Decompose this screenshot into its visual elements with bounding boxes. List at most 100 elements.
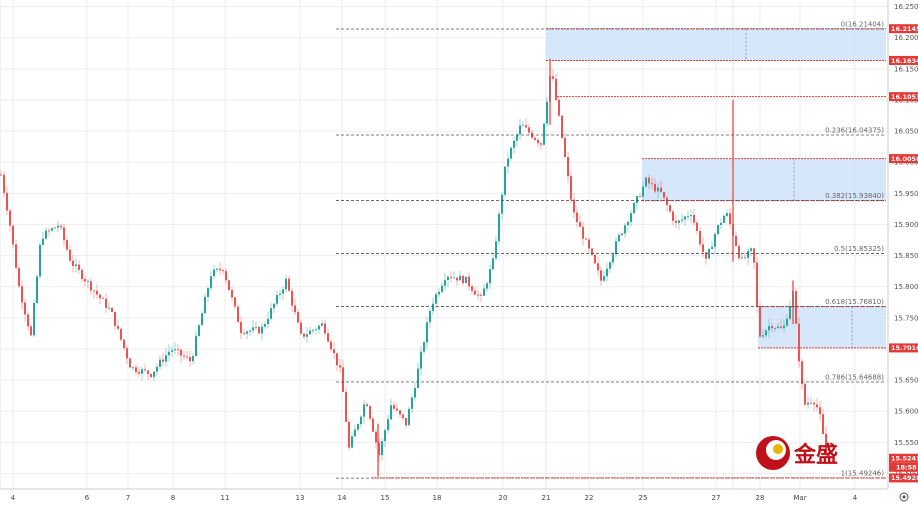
candle-body xyxy=(114,311,116,326)
price-tag-bg xyxy=(889,55,918,65)
candle-body xyxy=(3,174,5,193)
candle-body xyxy=(675,220,677,223)
fib-level-label: 1(15.49246) xyxy=(841,470,885,478)
candle-body xyxy=(750,248,752,251)
candle-body xyxy=(162,359,164,362)
candle-body xyxy=(291,290,293,306)
candle-body xyxy=(330,341,332,350)
price-tag-bg xyxy=(889,154,918,164)
candle-body xyxy=(516,134,518,141)
candle-body xyxy=(12,225,14,245)
candle-body xyxy=(258,326,260,334)
candle-body xyxy=(483,288,485,296)
candle-body xyxy=(411,397,413,409)
candle-body xyxy=(348,421,350,448)
candle-body xyxy=(450,276,452,278)
y-tick-label: 15.95000 xyxy=(894,190,918,198)
candle-body xyxy=(234,297,236,307)
candle-body xyxy=(204,296,206,314)
x-tick-label: 11 xyxy=(221,494,230,502)
candle-body xyxy=(795,291,797,324)
x-tick-label: 27 xyxy=(712,494,721,502)
candle-body xyxy=(78,264,80,270)
candle-body xyxy=(465,276,467,284)
x-tick-label: 4 xyxy=(853,494,858,502)
candle-body xyxy=(327,333,329,342)
candle-body xyxy=(537,139,539,144)
candle-body xyxy=(492,258,494,270)
y-tick-label: 15.65000 xyxy=(894,377,918,385)
candle-body xyxy=(93,290,95,292)
candle-body xyxy=(213,269,215,277)
candle-body xyxy=(801,361,803,384)
candle-body xyxy=(168,351,170,356)
supply-demand-zone xyxy=(546,28,886,61)
candle-body xyxy=(648,177,650,184)
candle-body xyxy=(615,241,617,255)
candle-body xyxy=(534,137,536,140)
candle-body xyxy=(408,408,410,426)
candle-body xyxy=(15,244,17,269)
candle-body xyxy=(507,158,509,167)
settings-gear-icon[interactable] xyxy=(899,492,909,502)
candle-body xyxy=(117,325,119,329)
candle-body xyxy=(36,276,38,303)
candle-body xyxy=(444,280,446,286)
candle-body xyxy=(192,356,194,362)
candle-body xyxy=(96,290,98,295)
candle-body xyxy=(462,275,464,284)
candle-body xyxy=(762,335,764,337)
candle-body xyxy=(135,367,137,373)
candle-body xyxy=(69,249,71,261)
y-tick-label: 15.55000 xyxy=(894,439,918,447)
candle-body xyxy=(294,305,296,313)
candle-body xyxy=(315,329,317,331)
candle-body xyxy=(231,290,233,298)
candle-body xyxy=(123,339,125,349)
candle-body xyxy=(693,215,695,223)
candle-body xyxy=(273,303,275,309)
candle-body xyxy=(528,127,530,133)
candle-body xyxy=(207,288,209,297)
candle-body xyxy=(828,454,830,460)
candle-body xyxy=(567,157,569,177)
candle-body xyxy=(201,313,203,326)
candle-body xyxy=(384,430,386,442)
candle-body xyxy=(300,322,302,334)
candle-body xyxy=(759,306,761,337)
candle-body xyxy=(771,326,773,329)
candle-body xyxy=(219,268,221,271)
candle-body xyxy=(102,298,104,299)
candle-body xyxy=(753,248,755,263)
fib-level-label: 0(16.21404) xyxy=(841,20,885,28)
x-tick-label: 25 xyxy=(639,494,648,502)
candle-body xyxy=(738,245,740,259)
candle-body xyxy=(369,406,371,419)
candle-body xyxy=(582,226,584,239)
x-tick-label: 18 xyxy=(433,494,442,502)
candle-body xyxy=(297,312,299,323)
candle-body xyxy=(798,323,800,362)
candle-body xyxy=(345,391,347,422)
candle-body xyxy=(147,370,149,374)
time-tag-label: 18:58 xyxy=(896,464,917,472)
candle-body xyxy=(351,436,353,448)
candle-body xyxy=(111,307,113,312)
candle-body xyxy=(777,326,779,328)
candle-body xyxy=(573,199,575,213)
candle-body xyxy=(72,260,74,267)
candle-body xyxy=(354,429,356,437)
candle-body xyxy=(357,424,359,430)
candle-body xyxy=(396,408,398,411)
candle-body xyxy=(156,366,158,372)
candle-body xyxy=(225,271,227,281)
candle-body xyxy=(690,215,692,217)
candle-body xyxy=(606,268,608,277)
candle-body xyxy=(282,289,284,294)
candle-body xyxy=(285,278,287,290)
supply-demand-zone xyxy=(642,158,886,201)
grid xyxy=(0,0,888,489)
candle-body xyxy=(63,227,65,241)
candle-body xyxy=(741,257,743,259)
y-tick-label: 15.75000 xyxy=(894,314,918,322)
